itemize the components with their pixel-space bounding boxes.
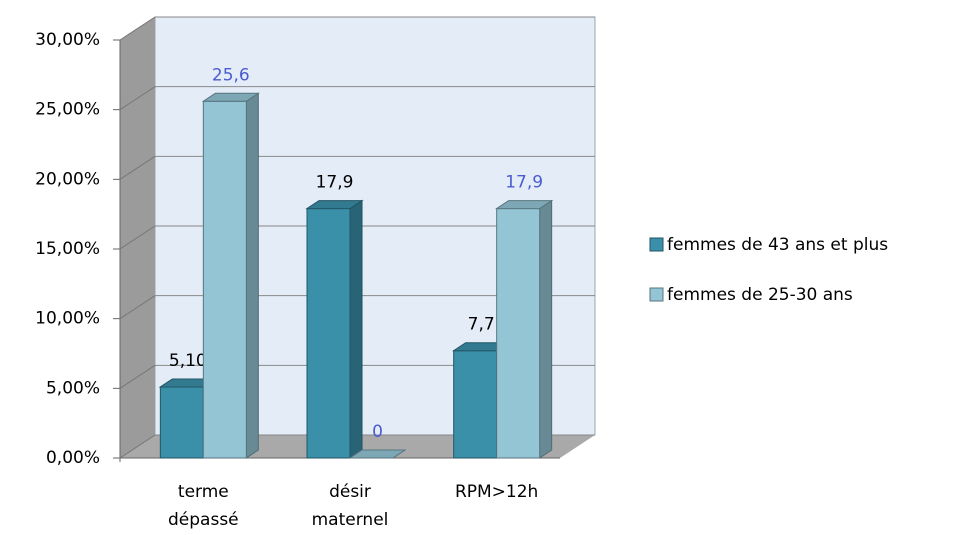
value-label: 17,9 bbox=[505, 173, 543, 193]
bar-side bbox=[539, 199, 553, 459]
grid-line bbox=[119, 86, 156, 111]
bar-front bbox=[306, 208, 351, 459]
value-label: 17,9 bbox=[316, 173, 354, 193]
value-label: 7,7 bbox=[468, 315, 495, 335]
y-tick-label: 25,00% bbox=[35, 100, 100, 120]
y-tick-label: 10,00% bbox=[35, 309, 100, 329]
bar-top bbox=[348, 449, 407, 459]
x-tick-label: RPM>12h bbox=[454, 482, 539, 502]
bar-top bbox=[495, 200, 554, 210]
y-tick-label: 30,00% bbox=[35, 30, 100, 50]
grid-line bbox=[119, 364, 156, 389]
legend-label: femmes de 43 ans et plus bbox=[667, 235, 888, 255]
value-label: 0 bbox=[372, 422, 383, 442]
legend-swatch bbox=[649, 237, 664, 252]
bar bbox=[305, 199, 364, 459]
grid-line bbox=[119, 295, 156, 320]
y-tick-label: 15,00% bbox=[35, 239, 100, 259]
x-tick-label: terme dépassé bbox=[168, 482, 239, 530]
bar bbox=[348, 449, 407, 459]
bar-top bbox=[201, 92, 260, 102]
value-label: 25,6 bbox=[212, 65, 250, 85]
bar-side bbox=[245, 92, 259, 459]
legend-label: femmes de 25-30 ans bbox=[667, 285, 853, 305]
bar bbox=[201, 92, 260, 459]
grid-line bbox=[119, 16, 156, 41]
bar-front bbox=[496, 208, 541, 459]
grid-line bbox=[119, 434, 156, 459]
legend-swatch bbox=[649, 287, 664, 302]
y-tick-label: 0,00% bbox=[46, 448, 100, 468]
value-label: 5,10 bbox=[169, 351, 207, 371]
bar-top bbox=[305, 200, 364, 210]
x-tick-label: désir maternel bbox=[311, 482, 389, 530]
grid-line bbox=[119, 225, 156, 250]
bar-side bbox=[349, 199, 363, 459]
bar-front bbox=[202, 100, 247, 459]
bar-front bbox=[159, 386, 204, 459]
y-tick-label: 5,00% bbox=[46, 378, 100, 398]
grid-line bbox=[119, 155, 156, 180]
bar-front bbox=[453, 350, 498, 459]
y-tick-label: 20,00% bbox=[35, 169, 100, 189]
bar bbox=[495, 199, 554, 459]
